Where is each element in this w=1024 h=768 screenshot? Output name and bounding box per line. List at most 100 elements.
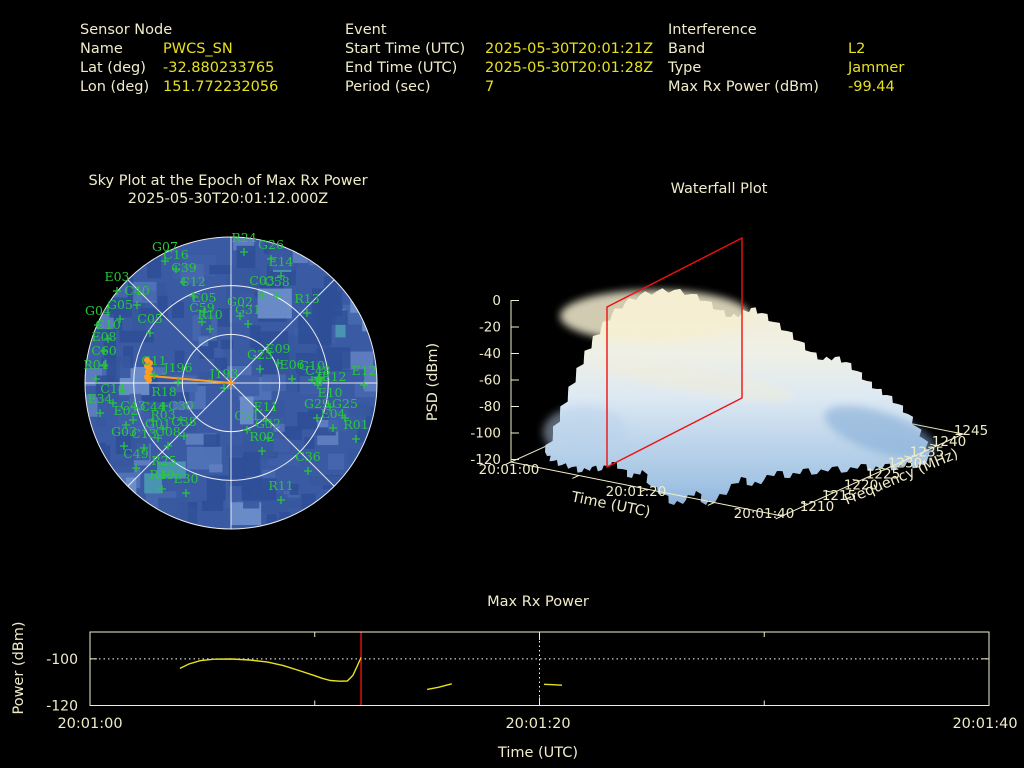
sky-texture-patch bbox=[171, 418, 197, 434]
satellite-position-marker bbox=[100, 361, 108, 369]
bottom-chart-title: Max Rx Power bbox=[487, 594, 589, 610]
satellite-label: C13 bbox=[131, 426, 157, 441]
x-tick-label: 20:01:40 bbox=[952, 716, 1017, 732]
satellite-label: C10 bbox=[95, 317, 121, 332]
time-tick-label: 20:01:20 bbox=[606, 484, 667, 500]
satellite-position-marker bbox=[244, 320, 252, 328]
satellite-label: C11 bbox=[141, 353, 166, 368]
satellite-label: R11 bbox=[268, 478, 293, 493]
satellite-label: E14 bbox=[268, 254, 293, 269]
sky-texture-patch bbox=[356, 267, 377, 285]
satellite-label: C36 bbox=[295, 449, 321, 464]
sky-texture-patch bbox=[85, 347, 102, 368]
sky-texture-patch bbox=[293, 512, 324, 524]
satellite-label: E03 bbox=[104, 269, 129, 284]
frequency-tick bbox=[852, 478, 860, 482]
satellite-label: G02 bbox=[227, 294, 253, 309]
sky-texture-patch bbox=[109, 297, 132, 318]
sky-texture-patch bbox=[157, 376, 177, 388]
satellite-position-marker bbox=[160, 471, 168, 479]
satellite-position-marker bbox=[133, 301, 141, 309]
sky-texture-patch bbox=[157, 295, 168, 320]
sky-texture-patch bbox=[267, 454, 299, 466]
sky-texture-patch bbox=[279, 497, 314, 509]
satellite-position-marker bbox=[161, 257, 169, 265]
sky-texture-patch bbox=[358, 480, 377, 506]
frequency-tick-label: 1240 bbox=[932, 434, 966, 450]
field-label: Max Rx Power (dBm) bbox=[668, 79, 819, 95]
satellite-label: C49 bbox=[123, 446, 149, 461]
satellite-position-marker bbox=[256, 365, 264, 373]
satellite-position-marker bbox=[120, 442, 128, 450]
frequency-tick bbox=[775, 514, 783, 517]
satellite-label: C58 bbox=[264, 274, 290, 289]
satellite-label: G07 bbox=[152, 239, 178, 254]
surface-highlight-ridge bbox=[596, 358, 794, 402]
satellite-position-marker bbox=[132, 464, 140, 472]
event-panel: Event Start Time (UTC) 2025-05-30T20:01:… bbox=[345, 21, 653, 97]
z-tick-label: 0 bbox=[492, 293, 501, 309]
sky-texture-patch bbox=[305, 237, 327, 255]
satellite-label: G10 bbox=[299, 358, 325, 373]
time-tick bbox=[572, 475, 579, 479]
sky-texture-patch bbox=[186, 446, 222, 470]
satellite-label: R19 bbox=[149, 467, 174, 482]
sky-texture-patch bbox=[112, 459, 134, 473]
sky-texture-patch bbox=[180, 264, 204, 284]
time-tick bbox=[707, 502, 715, 506]
sky-texture-patch bbox=[269, 438, 290, 452]
sky-texture-patch bbox=[327, 453, 345, 470]
sky-texture-patch bbox=[139, 307, 159, 319]
field-label: Lat (deg) bbox=[80, 60, 146, 76]
sky-texture-patch bbox=[85, 248, 117, 269]
sky-texture-patch bbox=[365, 285, 377, 296]
frequency-tick bbox=[878, 467, 886, 470]
satellite-label: G32 bbox=[255, 416, 281, 431]
time-tick bbox=[639, 488, 647, 493]
sky-texture-patch bbox=[316, 427, 336, 436]
interference-row-band: Band L2 bbox=[668, 40, 904, 59]
satellite-position-marker bbox=[288, 375, 296, 383]
satellite-position-marker bbox=[104, 335, 112, 343]
sky-texture-patch bbox=[340, 254, 354, 278]
sky-texture-patch bbox=[266, 514, 277, 526]
field-value: L2 bbox=[848, 41, 866, 57]
sky-texture-patch bbox=[283, 426, 302, 440]
z-tick-label: -20 bbox=[479, 320, 501, 336]
sky-texture-patch bbox=[127, 237, 141, 255]
satellite-label: E08 bbox=[91, 329, 116, 344]
satellite-position-marker bbox=[262, 417, 270, 425]
interference-title: Interference bbox=[668, 22, 757, 38]
sky-texture-patch bbox=[235, 375, 260, 397]
frequency-tick bbox=[800, 502, 808, 505]
z-tick-label: -40 bbox=[479, 346, 501, 362]
satellite-label: R10 bbox=[197, 307, 222, 322]
z-tick-label: -120 bbox=[470, 452, 501, 468]
satellite-position-marker bbox=[180, 432, 188, 440]
satellite-label: E06 bbox=[279, 357, 304, 372]
sky-texture-patch bbox=[340, 509, 356, 529]
satellite-position-marker bbox=[273, 292, 281, 300]
frequency-tick bbox=[930, 443, 938, 447]
sky-texture-patch bbox=[116, 356, 131, 378]
sky-texture-patch bbox=[242, 448, 261, 477]
satellite-position-marker bbox=[116, 315, 124, 323]
sky-texture-patch bbox=[171, 301, 184, 319]
time-tick bbox=[504, 461, 512, 466]
sky-texture-patch bbox=[202, 500, 224, 511]
sky-texture-patch bbox=[236, 245, 256, 269]
satellite-position-marker bbox=[341, 414, 349, 422]
satellite-position-marker bbox=[360, 381, 368, 389]
satellite-label: R18 bbox=[151, 384, 176, 399]
sky-texture-patch bbox=[292, 237, 309, 264]
sky-texture-patch bbox=[297, 411, 319, 430]
jammer-track-line bbox=[150, 375, 232, 384]
skyplot-title: Sky Plot at the Epoch of Max Rx Power bbox=[88, 173, 368, 189]
field-label: Name bbox=[80, 41, 123, 57]
satellite-label: C40 bbox=[124, 283, 150, 298]
sky-texture-patch bbox=[308, 409, 334, 420]
sky-texture-patch bbox=[326, 251, 354, 265]
sky-texture-patch bbox=[91, 252, 113, 262]
